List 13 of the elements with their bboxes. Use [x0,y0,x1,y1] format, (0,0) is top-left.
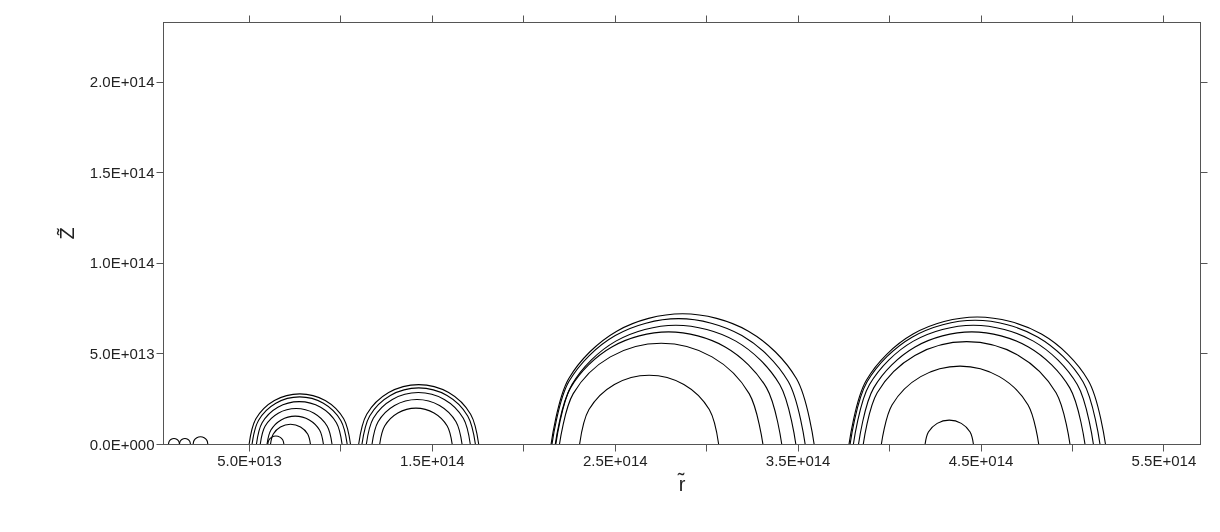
x-tick-label: 2.5E+014 [582,451,648,469]
y-tick-label: 1.5E+014 [89,163,155,181]
y-tick-label: 5.0E+013 [89,344,155,362]
y-axis-title: Z̃ [55,227,78,240]
x-tick-label: 5.0E+013 [217,451,282,469]
y-tick-label: 2.0E+014 [89,73,155,91]
x-axis-title: r̃ [676,471,686,495]
x-tick-label: 1.5E+014 [400,451,465,469]
x-tick-label: 5.5E+014 [1131,451,1197,469]
y-tick-label: 1.0E+014 [89,254,155,272]
x-tick-label: 4.5E+014 [948,451,1014,469]
y-tick-label: 0.0E+000 [89,435,155,453]
x-tick-label: 3.5E+014 [765,451,831,469]
